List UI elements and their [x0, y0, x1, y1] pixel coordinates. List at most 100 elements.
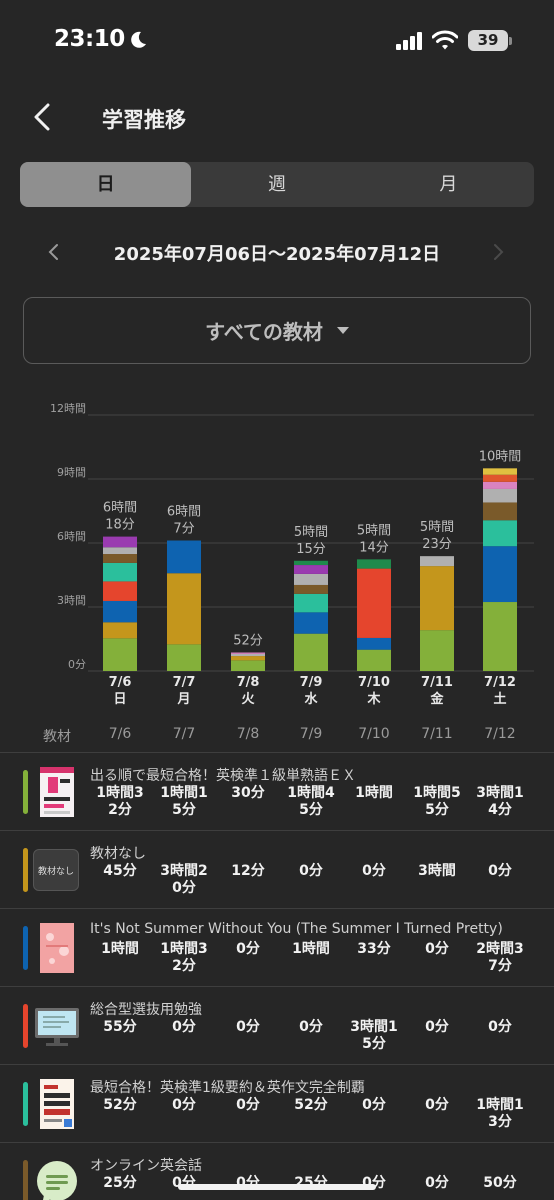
material-color-bar [23, 770, 28, 814]
material-row[interactable]: 教材なし 教材なし 45分 3時間2 0分 12分 0分 0分 3時間 0分 [0, 830, 554, 908]
bar-segment [357, 637, 391, 650]
tab-week[interactable]: 週 [267, 174, 286, 195]
y-tick-label: 12時間 [50, 402, 86, 415]
table-header-day: 7/11 [421, 726, 453, 742]
bar-segment [483, 602, 517, 671]
bar-segment [103, 581, 137, 601]
bar-total-label: 5時間 [294, 525, 328, 540]
bar-segment [483, 502, 517, 521]
x-weekday-label: 水 [304, 691, 318, 707]
daily-study-time: 0分 [425, 941, 449, 957]
y-tick-label: 3時間 [57, 594, 86, 607]
bar-segment [231, 652, 265, 654]
material-filter-label: すべての教材 [205, 320, 323, 344]
bar-segment [420, 556, 454, 567]
daily-study-time: 1時間 [101, 941, 139, 957]
material-color-bar [23, 926, 28, 970]
material-row[interactable]: It's Not Summer Without You (The Summer … [0, 908, 554, 986]
x-weekday-label: 金 [429, 691, 444, 707]
daily-study-time: 3時間 [418, 863, 456, 879]
bar-segment [167, 644, 201, 671]
bar-total-label: 5時間 [357, 523, 391, 538]
material-color-bar [23, 1082, 28, 1126]
bar-segment [483, 488, 517, 503]
tab-day[interactable]: 日 [20, 162, 192, 207]
material-filter-dropdown[interactable]: すべての教材 [23, 297, 531, 364]
daily-study-time: 1時間3 2分 [160, 941, 208, 974]
moon-icon [131, 31, 146, 48]
material-row[interactable]: 総合型選抜用勉強 55分 0分 0分 0分 3時間1 5分 0分 0分 [0, 986, 554, 1064]
material-color-bar [23, 848, 28, 892]
table-header-day: 7/10 [358, 726, 390, 742]
daily-study-time: 0分 [488, 1019, 512, 1035]
bar-segment [103, 600, 137, 623]
status-bar: 23:10 39 [0, 0, 554, 84]
bar-segment [294, 560, 328, 566]
bar-total-label: 6時間 [103, 501, 137, 516]
daily-study-time: 25分 [103, 1175, 137, 1191]
daily-study-time: 30分 [231, 785, 265, 801]
bar-total-label: 10時間 [479, 449, 522, 464]
book-cover-icon [38, 767, 76, 817]
battery-tip [509, 37, 512, 45]
next-period-button[interactable] [488, 240, 508, 264]
date-range: 2025年07月06日〜2025年07月12日 [113, 244, 441, 265]
bar-segment [103, 536, 137, 548]
y-tick-label: 0分 [68, 658, 86, 671]
book-cover-icon [38, 1079, 76, 1129]
bar-segment [294, 633, 328, 671]
daily-study-time: 0分 [425, 1097, 449, 1113]
cellular-signal-icon [396, 32, 422, 50]
daily-study-time: 0分 [236, 941, 260, 957]
bar-segment [294, 593, 328, 613]
bar-segment [483, 468, 517, 475]
x-tick-label: 7/12 [484, 675, 516, 690]
bar-total-label: 14分 [359, 540, 389, 555]
x-weekday-label: 火 [241, 692, 255, 707]
bar-segment [483, 481, 517, 489]
previous-period-button[interactable] [44, 240, 64, 264]
tab-month[interactable]: 月 [439, 174, 458, 195]
daily-study-time: 2時間3 7分 [476, 941, 524, 974]
x-tick-label: 7/8 [237, 675, 260, 690]
daily-study-time: 1時間4 5分 [287, 785, 335, 818]
x-tick-label: 7/11 [421, 675, 453, 690]
daily-study-time: 0分 [236, 1097, 260, 1113]
material-title: 総合型選抜用勉強 [90, 1002, 202, 1018]
table-header-day: 7/9 [299, 726, 323, 742]
daily-study-time: 0分 [425, 1019, 449, 1035]
daily-study-time: 55分 [103, 1019, 137, 1035]
bar-segment [357, 559, 391, 569]
bar-segment [167, 573, 201, 645]
bar-segment [483, 474, 517, 482]
daily-study-time: 3時間1 5分 [350, 1019, 398, 1052]
book-cover-icon [38, 923, 76, 973]
daily-study-time: 0分 [362, 863, 386, 879]
bar-segment [294, 584, 328, 594]
page-title: 学習推移 [102, 108, 186, 132]
material-row[interactable]: 最短合格！英検準1級要約＆英作文完全制覇 52分 0分 0分 52分 0分 0分 1時間1 3… [0, 1064, 554, 1142]
battery-indicator: 39 [468, 30, 508, 51]
x-tick-label: 7/9 [300, 675, 323, 690]
daily-study-time: 0分 [299, 863, 323, 879]
daily-study-time: 3時間1 4分 [476, 785, 524, 818]
bar-segment [103, 554, 137, 563]
study-time-chart: 0分 3時間 6時間 9時間 12時間 6時間 18分 7/6 日 6時間 7分 7/7 月 52分 7/8… [50, 402, 534, 707]
x-tick-label: 7/10 [358, 675, 390, 690]
material-color-bar [23, 1004, 28, 1048]
bar-total-label: 6時間 [167, 505, 201, 520]
material-title: 出る順で最短合格！英検準１級単熟語ＥＸ [90, 768, 356, 784]
bar-segment [357, 568, 391, 638]
period-segmented-control: 日 週 月 [20, 162, 534, 207]
material-title: It's Not Summer Without You (The Summer … [90, 921, 503, 937]
bar-total-label: 52分 [233, 634, 263, 649]
daily-study-time: 52分 [294, 1097, 328, 1113]
material-row[interactable]: 出る順で最短合格！英検準１級単熟語ＥＸ 1時間3 2分 1時間1 5分 30分 1時間4… [0, 752, 554, 830]
back-button[interactable] [26, 100, 60, 134]
x-tick-label: 7/6 [109, 675, 132, 690]
daily-study-time: 1時間 [292, 941, 330, 957]
daily-study-time: 1時間1 3分 [476, 1097, 524, 1130]
bar-segment [231, 656, 265, 661]
daily-study-time: 1時間1 5分 [160, 785, 208, 818]
material-row[interactable]: オンライン英会話 25分 0分 0分 25分 0分 0分 50分 [0, 1142, 554, 1200]
